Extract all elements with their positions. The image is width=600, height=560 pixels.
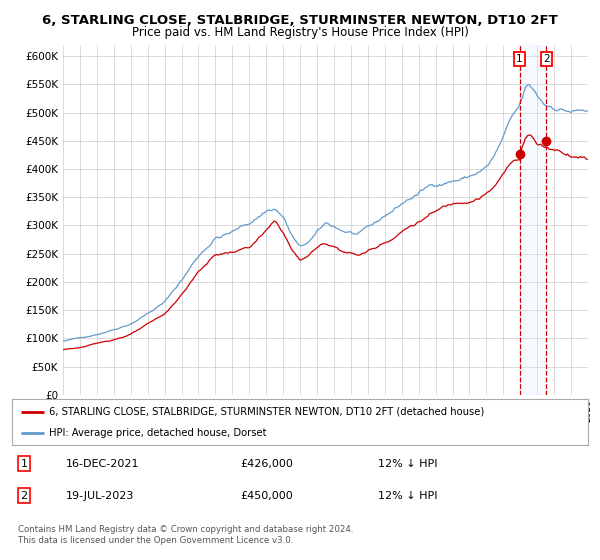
Text: 12% ↓ HPI: 12% ↓ HPI xyxy=(378,459,437,469)
Text: 12% ↓ HPI: 12% ↓ HPI xyxy=(378,491,437,501)
Text: 6, STARLING CLOSE, STALBRIDGE, STURMINSTER NEWTON, DT10 2FT: 6, STARLING CLOSE, STALBRIDGE, STURMINST… xyxy=(42,14,558,27)
Text: Price paid vs. HM Land Registry's House Price Index (HPI): Price paid vs. HM Land Registry's House … xyxy=(131,26,469,39)
Text: 2: 2 xyxy=(543,54,550,64)
Text: 1: 1 xyxy=(20,459,28,469)
Text: £426,000: £426,000 xyxy=(240,459,293,469)
Text: £450,000: £450,000 xyxy=(240,491,293,501)
Text: Contains HM Land Registry data © Crown copyright and database right 2024.
This d: Contains HM Land Registry data © Crown c… xyxy=(18,525,353,545)
Text: 2: 2 xyxy=(20,491,28,501)
Text: 1: 1 xyxy=(516,54,523,64)
Text: 6, STARLING CLOSE, STALBRIDGE, STURMINSTER NEWTON, DT10 2FT (detached house): 6, STARLING CLOSE, STALBRIDGE, STURMINST… xyxy=(49,407,485,417)
Text: HPI: Average price, detached house, Dorset: HPI: Average price, detached house, Dors… xyxy=(49,428,267,438)
Bar xyxy=(520,45,547,395)
Text: 16-DEC-2021: 16-DEC-2021 xyxy=(66,459,139,469)
Text: 19-JUL-2023: 19-JUL-2023 xyxy=(66,491,134,501)
